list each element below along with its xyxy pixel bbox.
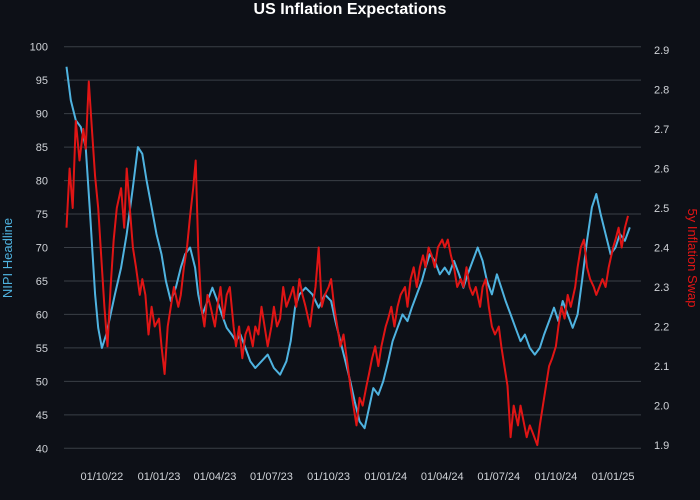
- y-tick-label: 95: [36, 75, 48, 87]
- y2-tick-label: 2.3: [654, 282, 669, 294]
- x-tick-label: 01/10/23: [307, 471, 350, 483]
- y-tick-label: 90: [36, 109, 48, 121]
- y-tick-label: 45: [36, 410, 48, 422]
- y2-tick-label: 1.9: [654, 440, 669, 452]
- x-tick-label: 01/01/25: [592, 471, 635, 483]
- y-tick-label: 85: [36, 142, 48, 154]
- y-tick-label: 70: [36, 243, 48, 255]
- y2-tick-label: 2.6: [654, 163, 669, 175]
- y-tick-label: 60: [36, 309, 48, 321]
- y2-tick-label: 2.0: [654, 401, 669, 413]
- y2-tick-label: 2.5: [654, 203, 669, 215]
- ticks-layer: 40 45 50 55 60 65 70 75 80 85 90 95 100 1.9 2.0 2.1 2.2 2…: [30, 42, 670, 483]
- y2-tick-label: 2.4: [654, 243, 669, 255]
- x-tick-label: 01/10/22: [80, 471, 123, 483]
- series-line-left-axis: [65, 66, 631, 430]
- y-tick-label: 80: [36, 176, 48, 188]
- x-tick-label: 01/10/24: [534, 471, 577, 483]
- x-tick-label: 01/01/23: [138, 471, 181, 483]
- y2-tick-label: 2.8: [654, 84, 669, 96]
- y-tick-label: 65: [36, 276, 48, 288]
- grid-layer: [64, 46, 641, 449]
- y-tick-label: 100: [30, 42, 48, 54]
- x-tick-label: 01/04/24: [421, 471, 464, 483]
- y-axis-title: NIPI Headline: [0, 218, 15, 298]
- y-tick-label: 75: [36, 209, 48, 221]
- y-tick-label: 50: [36, 376, 48, 388]
- y2-tick-label: 2.1: [654, 361, 669, 373]
- y2-tick-label: 2.2: [654, 322, 669, 334]
- y2-tick-label: 2.7: [654, 124, 669, 136]
- series-layer: [65, 66, 631, 447]
- x-tick-label: 01/07/24: [477, 471, 520, 483]
- series-line-right-axis: [65, 80, 629, 447]
- x-tick-label: 01/01/24: [364, 471, 407, 483]
- y2-tick-label: 2.9: [654, 45, 669, 57]
- x-tick-label: 01/07/23: [250, 471, 293, 483]
- chart-title: US Inflation Expectations: [254, 1, 447, 18]
- y-tick-label: 55: [36, 343, 48, 355]
- x-tick-label: 01/04/23: [194, 471, 237, 483]
- y-tick-label: 40: [36, 443, 48, 455]
- y2-axis-title: 5y Inflation Swap: [685, 208, 700, 307]
